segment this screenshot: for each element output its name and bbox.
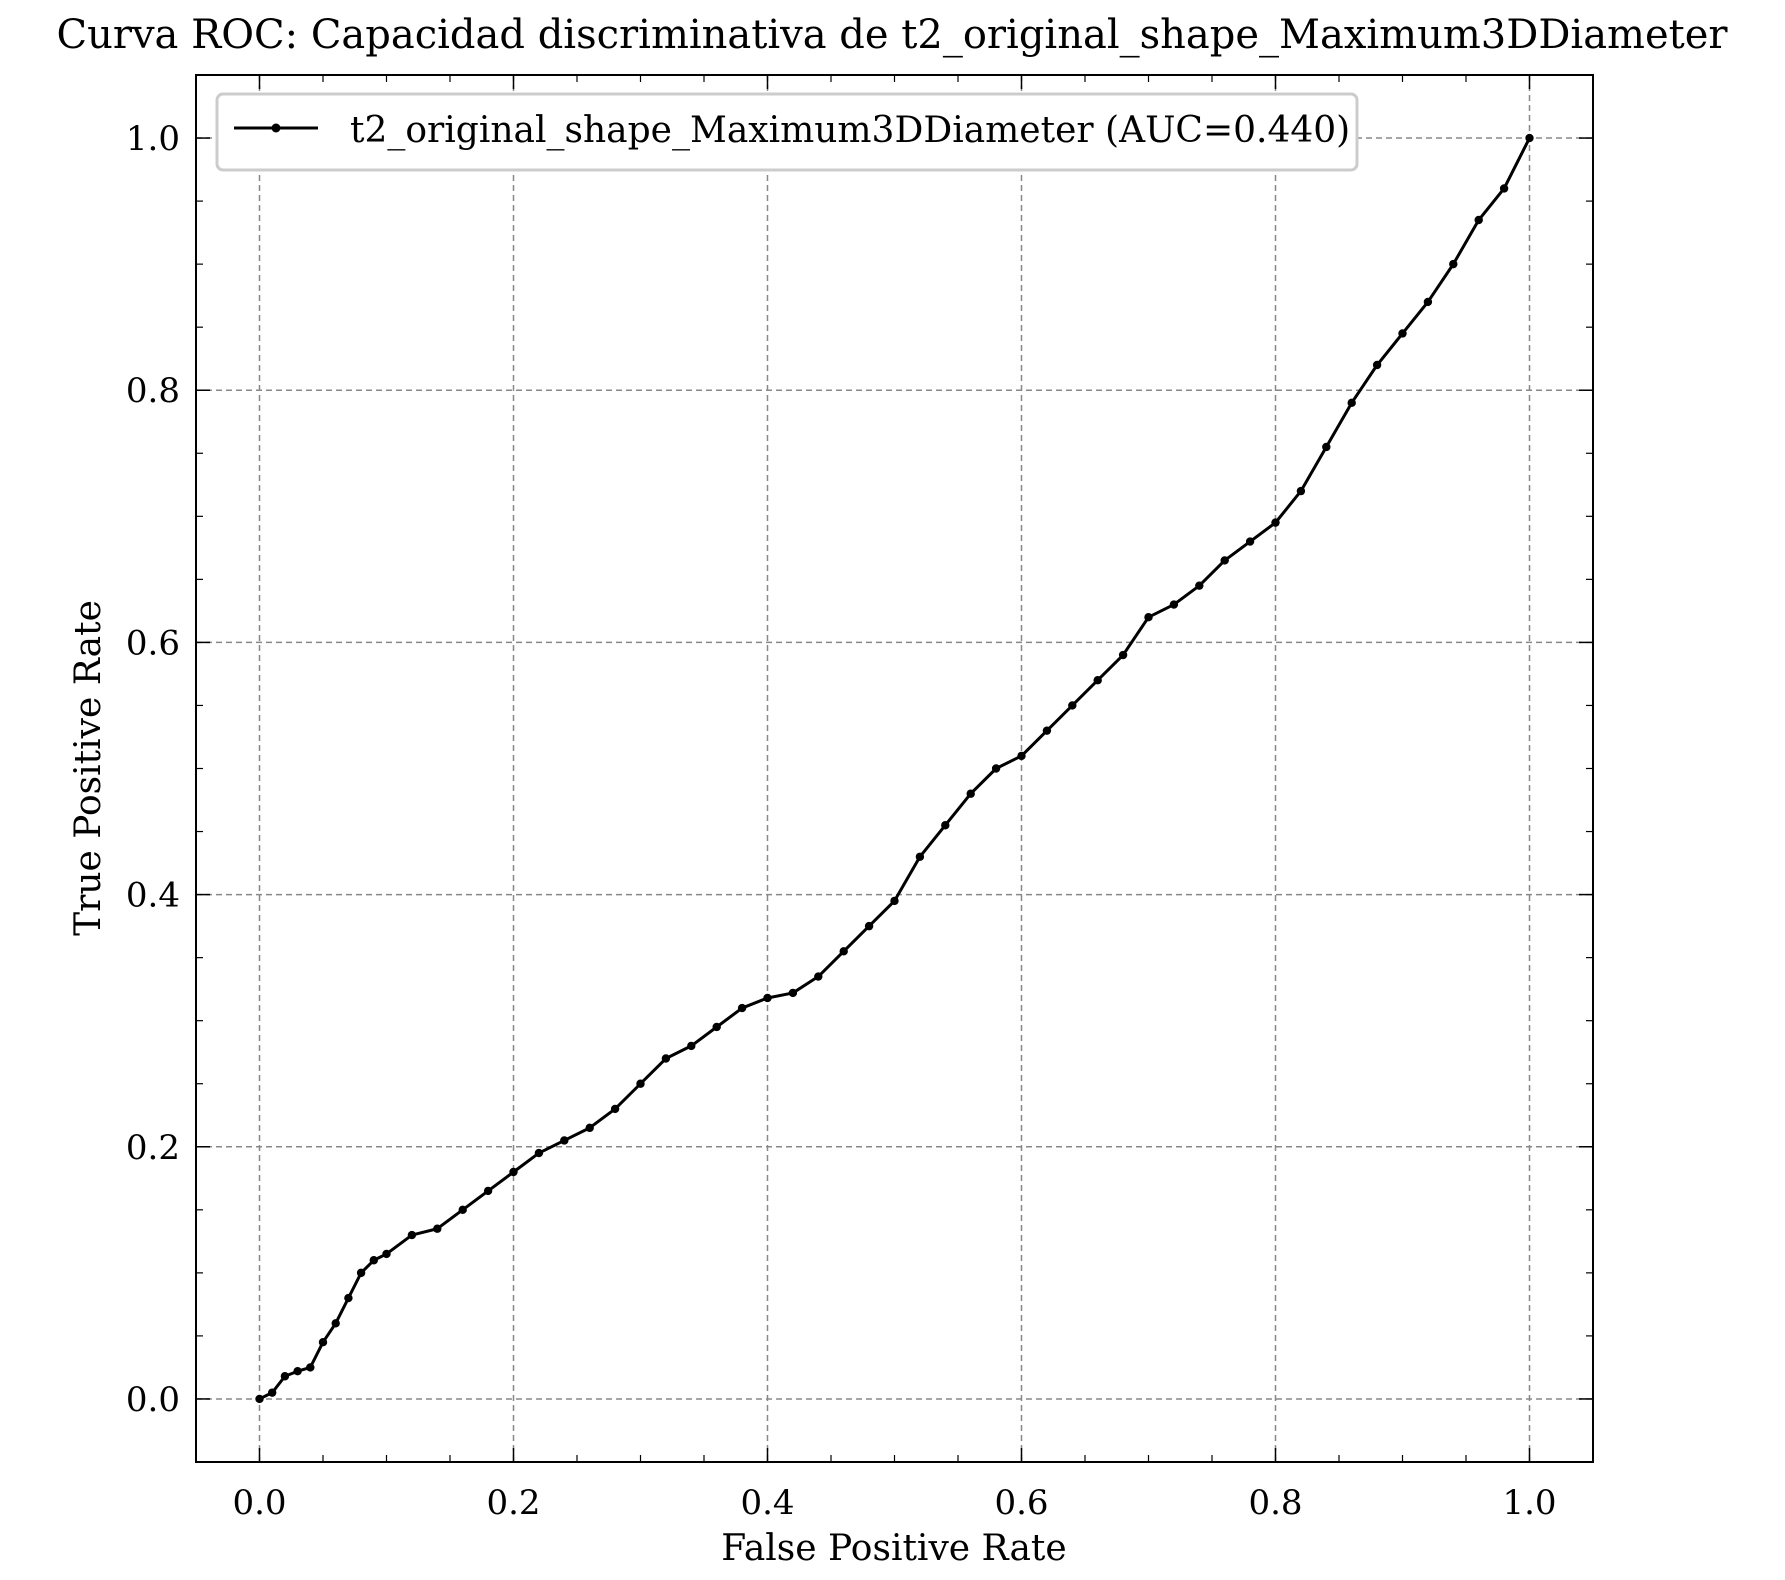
x-tick-label: 0.6 <box>994 1483 1048 1523</box>
plot-area-frame <box>195 74 1594 1463</box>
roc-data-point <box>433 1224 442 1233</box>
roc-data-point <box>356 1268 366 1278</box>
y-tick-label: 0.2 <box>126 1128 180 1168</box>
legend-label: t2_original_shape_Maximum3DDiameter (AUC… <box>350 110 1350 151</box>
roc-data-point <box>369 1256 378 1265</box>
roc-data-point <box>839 947 848 956</box>
roc-data-point <box>991 764 1001 773</box>
roc-data-point <box>1220 556 1229 565</box>
y-tick-label: 0.0 <box>126 1380 180 1420</box>
axis-ticks <box>195 74 1594 1463</box>
roc-data-point <box>1017 751 1026 761</box>
roc-data-point <box>890 896 899 906</box>
roc-data-point <box>1372 360 1382 370</box>
x-tick-label: 0.0 <box>232 1483 286 1523</box>
roc-data-point <box>560 1136 569 1145</box>
grid-lines <box>196 75 1593 1462</box>
series-layer <box>255 133 1534 1404</box>
roc-data-point <box>1525 133 1534 143</box>
roc-data-point <box>534 1148 544 1158</box>
roc-data-point <box>636 1079 645 1088</box>
roc-data-point <box>1195 581 1204 590</box>
roc-data-point <box>331 1319 340 1328</box>
roc-data-point <box>1118 650 1128 660</box>
roc-data-point <box>318 1338 328 1347</box>
roc-data-point <box>344 1293 353 1303</box>
roc-data-point <box>1169 600 1179 609</box>
x-tick-label: 0.2 <box>486 1483 540 1523</box>
roc-data-point <box>763 993 772 1003</box>
roc-data-point <box>687 1041 696 1051</box>
roc-data-point <box>915 852 925 861</box>
roc-data-point <box>864 921 874 931</box>
roc-data-point <box>712 1022 721 1032</box>
roc-data-point <box>306 1363 315 1372</box>
roc-data-point <box>280 1372 290 1381</box>
roc-data-point <box>509 1167 518 1177</box>
roc-data-point <box>1068 701 1077 710</box>
roc-data-point <box>585 1123 594 1133</box>
roc-data-point <box>610 1104 620 1114</box>
roc-data-point <box>458 1205 467 1215</box>
roc-data-point <box>483 1186 493 1196</box>
roc-data-point <box>966 789 975 798</box>
legend-box <box>215 92 1359 172</box>
y-tick-label: 0.4 <box>126 876 180 916</box>
roc-data-point <box>1322 442 1331 452</box>
y-tick-label: 0.6 <box>126 623 180 663</box>
axis-tick-labels: 0.0 0.2 0.4 0.6 0.8 1.0 0.0 0.2 0.4 0.6 0.8 1.0 <box>126 119 1557 1523</box>
roc-data-point <box>382 1249 391 1259</box>
x-tick-label: 0.4 <box>740 1483 794 1523</box>
roc-data-point <box>737 1003 747 1013</box>
roc-data-point <box>1423 297 1433 307</box>
x-tick-label: 1.0 <box>1502 1483 1556 1523</box>
roc-data-point <box>1271 518 1280 527</box>
roc-data-point <box>1474 215 1483 225</box>
roc-data-point <box>268 1388 277 1397</box>
roc-data-point <box>293 1367 302 1376</box>
roc-data-point <box>1449 259 1458 269</box>
roc-data-point <box>1042 726 1052 735</box>
roc-data-point <box>407 1230 417 1240</box>
y-axis-label: True Positive Rate <box>68 600 109 936</box>
roc-data-point <box>1245 537 1255 546</box>
roc-data-point <box>788 988 798 998</box>
roc-data-point <box>1093 676 1102 685</box>
roc-data-point <box>1398 329 1407 338</box>
legend-marker-sample <box>271 123 281 133</box>
roc-data-point <box>1144 612 1153 622</box>
roc-data-point <box>661 1054 671 1063</box>
x-axis-label: False Positive Rate <box>721 1528 1066 1569</box>
roc-data-point <box>1347 398 1356 408</box>
x-tick-label: 0.8 <box>1248 1483 1302 1523</box>
y-tick-label: 0.8 <box>126 371 180 411</box>
roc-data-point <box>1499 184 1509 193</box>
y-tick-label: 1.0 <box>126 119 180 159</box>
roc-data-point <box>1296 486 1306 496</box>
roc-data-point <box>814 972 823 981</box>
chart-title: Curva ROC: Capacidad discriminativa de t… <box>56 12 1728 58</box>
legend: t2_original_shape_Maximum3DDiameter (AUC… <box>215 92 1359 172</box>
roc-data-point <box>255 1394 264 1404</box>
roc-data-point <box>941 821 950 830</box>
roc-curve-line <box>258 137 1531 1401</box>
